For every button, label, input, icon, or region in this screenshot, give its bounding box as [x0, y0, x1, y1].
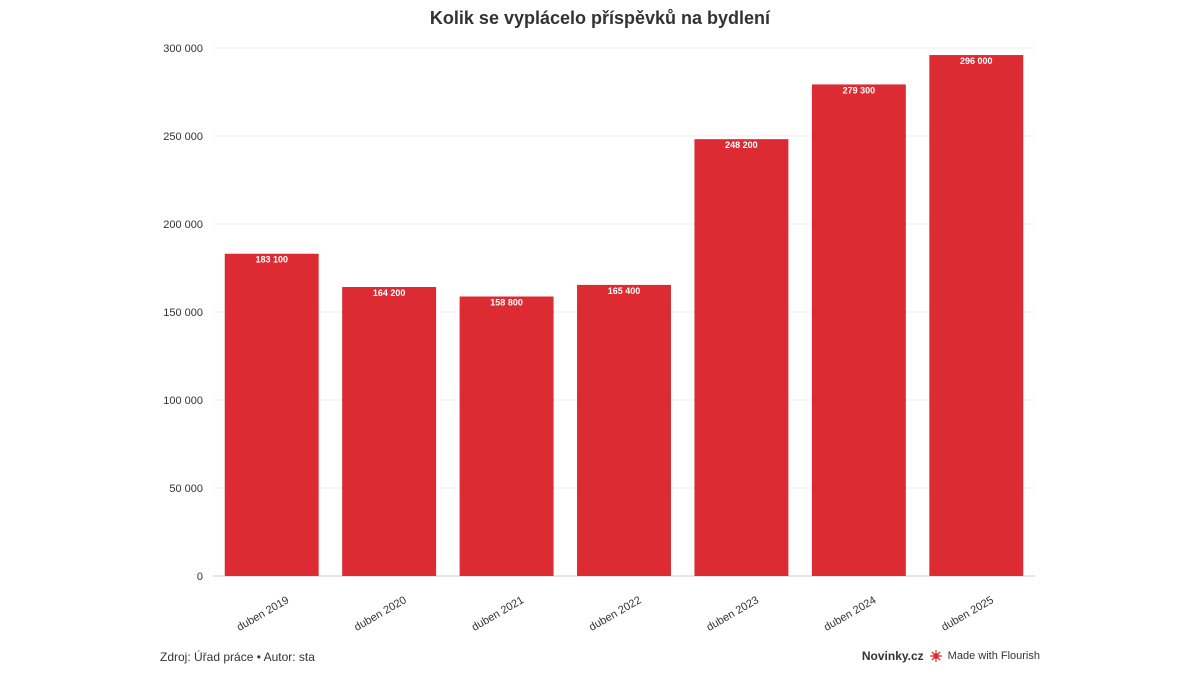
x-tick-label: duben 2025 — [939, 594, 995, 633]
data-labels: 183 100 164 200 158 800 165 400 248 200 279 3… — [255, 56, 992, 307]
made-with-flourish[interactable]: Made with Flourish — [947, 650, 1040, 662]
bar[interactable] — [459, 296, 554, 576]
x-tick-label: duben 2019 — [235, 594, 291, 633]
x-tick-label: duben 2023 — [705, 594, 761, 633]
brand-name[interactable]: Novinky.cz — [861, 649, 924, 663]
data-label: 164 200 — [373, 288, 406, 298]
data-label: 183 100 — [255, 255, 288, 265]
chart-title: Kolik se vyplácelo příspěvků na bydlení — [429, 8, 771, 28]
bar[interactable] — [577, 284, 671, 576]
x-tick-label: duben 2021 — [470, 594, 526, 633]
source-note: Zdroj: Úřad práce • Autor: sta — [160, 650, 315, 664]
y-tick-label: 100 000 — [163, 395, 203, 407]
x-axis: duben 2019 duben 2020 duben 2021 duben 2022… — [235, 594, 996, 633]
y-tick-label: 250 000 — [163, 131, 203, 143]
bar[interactable] — [224, 253, 319, 576]
bar[interactable] — [929, 55, 1024, 577]
data-label: 248 200 — [725, 140, 758, 150]
x-tick-label: duben 2024 — [822, 594, 878, 633]
x-tick-label: duben 2020 — [352, 594, 408, 633]
y-tick-label: 150 000 — [163, 307, 203, 319]
bar[interactable] — [342, 287, 437, 576]
data-label: 158 800 — [490, 298, 523, 308]
y-axis: 0 50 000 100 000 150 000 200 000 250 000 300 0… — [163, 43, 203, 583]
y-tick-label: 50 000 — [169, 483, 203, 495]
data-label: 279 300 — [843, 85, 876, 95]
bar[interactable] — [694, 139, 789, 576]
bar[interactable] — [811, 84, 906, 576]
footer-brand: Novinky.cz Made with Flourish — [862, 649, 1040, 663]
y-tick-label: 200 000 — [163, 219, 203, 231]
y-tick-label: 0 — [197, 571, 203, 583]
data-label: 165 400 — [608, 286, 641, 296]
flourish-logo-icon — [929, 650, 942, 662]
x-tick-label: duben 2022 — [587, 594, 643, 633]
y-tick-label: 300 000 — [163, 43, 203, 55]
data-label: 296 000 — [960, 56, 993, 66]
bars — [224, 55, 1024, 577]
